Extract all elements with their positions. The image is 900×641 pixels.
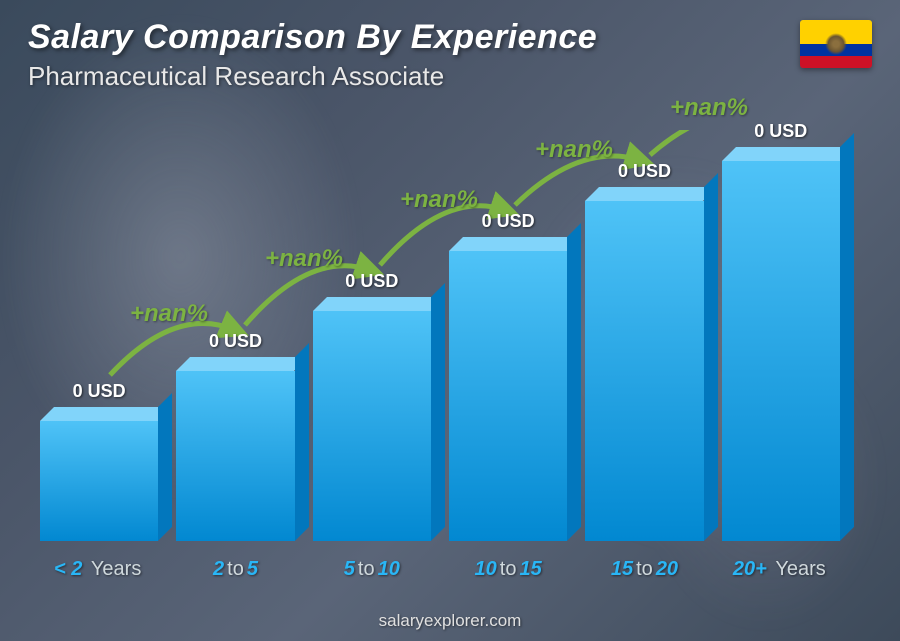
x-axis-label: 2to5 [176,558,294,581]
bar-top-face [722,147,854,161]
bar-value-label: 0 USD [754,121,807,142]
bar: 0 USD [313,311,431,541]
bar-column: 0 USD [40,421,158,541]
bar-top-face [176,357,308,371]
bar-front-face [722,161,840,541]
bar-side-face [704,173,718,541]
chart-area: +nan% +nan% +nan% +nan% +nan% 0 USD0 USD… [40,130,840,581]
bar-side-face [158,393,172,541]
chart-title: Salary Comparison By Experience [28,18,872,57]
bar-column: 0 USD [585,201,703,541]
bar-front-face [40,421,158,541]
chart-canvas: Salary Comparison By Experience Pharmace… [0,0,900,641]
bar-value-label: 0 USD [482,211,535,232]
bar-side-face [431,283,445,541]
bar-top-face [449,237,581,251]
bar: 0 USD [449,251,567,541]
header: Salary Comparison By Experience Pharmace… [28,18,872,92]
x-axis-label: < 2 Years [40,558,158,581]
bar-column: 0 USD [722,161,840,541]
chart-subtitle: Pharmaceutical Research Associate [28,61,872,92]
bars-container: 0 USD0 USD0 USD0 USD0 USD0 USD [40,161,840,541]
bar-value-label: 0 USD [73,381,126,402]
bar-side-face [840,133,854,541]
x-axis-label: 5to10 [313,558,431,581]
bar-front-face [585,201,703,541]
bar-top-face [40,407,172,421]
bar-column: 0 USD [313,311,431,541]
bar-side-face [567,223,581,541]
bar: 0 USD [585,201,703,541]
footer-attribution: salaryexplorer.com [0,611,900,631]
bar-value-label: 0 USD [209,331,262,352]
bar-top-face [585,187,717,201]
bar-front-face [449,251,567,541]
bar-top-face [313,297,445,311]
bar-front-face [176,371,294,541]
x-axis-label: 15to20 [585,558,703,581]
bar: 0 USD [722,161,840,541]
bar-column: 0 USD [176,371,294,541]
bar: 0 USD [40,421,158,541]
x-axis-label: 10to15 [449,558,567,581]
bar-value-label: 0 USD [345,271,398,292]
x-axis-labels: < 2 Years 2to5 5to10 10to15 15to20 20+ Years [40,558,840,581]
bar-value-label: 0 USD [618,161,671,182]
bar-side-face [295,343,309,541]
bar-front-face [313,311,431,541]
increase-label: +nan% [535,136,613,164]
x-axis-label: 20+ Years [722,558,840,581]
bar: 0 USD [176,371,294,541]
bar-column: 0 USD [449,251,567,541]
